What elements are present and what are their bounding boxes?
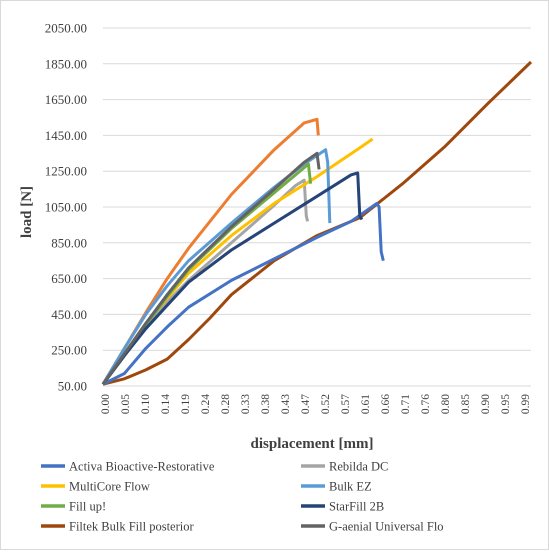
series-line-4	[101, 162, 313, 386]
x-tick-label: 0.05	[120, 394, 132, 414]
y-tick-label: 1650.00	[45, 92, 87, 107]
x-tick-label: 0.19	[180, 394, 192, 414]
x-tick-label: 0.85	[460, 394, 472, 414]
x-tick-label: 0.57	[340, 394, 352, 414]
legend-label: Bulk EZ	[329, 480, 372, 494]
x-tick-label: 0.10	[140, 394, 152, 414]
x-tick-label: 0.99	[520, 394, 532, 414]
x-tick-label: 0.66	[380, 394, 392, 414]
x-tick-label: 0.52	[320, 394, 332, 414]
legend-label: Rebilda DC	[329, 460, 388, 474]
x-tick-label: 0.43	[280, 394, 292, 414]
x-tick-label: 0.24	[200, 394, 212, 414]
x-tick-labels: 0.00 0.05 0.10 0.14 0.19 0.24 0.28 0.33 0.38 0.43…	[100, 394, 532, 414]
x-tick-label: 0.00	[100, 394, 112, 414]
x-tick-label: 0.28	[220, 394, 232, 414]
series-line-5	[101, 171, 364, 386]
grid	[103, 27, 531, 387]
legend-label: MultiCore Flow	[69, 480, 150, 494]
x-tick-label: 0.61	[360, 394, 372, 414]
y-tick-label: 1450.00	[45, 128, 87, 143]
x-tick-label: 0.71	[400, 394, 412, 414]
x-tick-label: 0.90	[480, 394, 492, 414]
legend-label: Filtek Bulk Fill posterior	[69, 520, 194, 534]
y-tick-label: 50.00	[58, 379, 87, 394]
y-axis-title: load [N]	[19, 186, 35, 238]
y-tick-label: 450.00	[51, 307, 87, 322]
y-tick-label: 250.00	[51, 343, 87, 358]
legend-label: Activa Bioactive-Restorative	[69, 460, 215, 474]
x-tick-label: 0.95	[500, 394, 512, 414]
series-line-7	[101, 151, 321, 386]
x-tick-label: 0.14	[160, 394, 172, 414]
series-line-0	[102, 201, 385, 386]
y-tick-label: 1050.00	[45, 200, 87, 215]
legend-label: G-aenial Universal Flo	[329, 520, 444, 534]
y-tick-label: 2050.00	[45, 21, 87, 36]
x-axis-title: displacement [mm]	[251, 436, 374, 452]
x-tick-label: 0.38	[260, 394, 272, 414]
series-line-6	[102, 60, 533, 386]
series-lines	[101, 60, 533, 386]
series-line-2	[101, 137, 374, 386]
series-line-1	[101, 178, 310, 386]
x-tick-label: 0.80	[440, 394, 452, 414]
y-tick-labels: 50.00 250.00 450.00 650.00 850.00 1050.00 1250…	[45, 21, 87, 394]
y-tick-label: 1850.00	[45, 56, 87, 71]
series-line-3	[101, 148, 332, 385]
y-tick-label: 850.00	[51, 235, 87, 250]
x-tick-label: 0.33	[240, 394, 252, 414]
y-tick-label: 1250.00	[45, 164, 87, 179]
y-tick-label: 650.00	[51, 271, 87, 286]
legend-label: Fill up!	[69, 500, 106, 514]
x-tick-label: 0.47	[300, 394, 312, 414]
legend-label: StarFill 2B	[329, 500, 384, 514]
legend: Activa Bioactive-Restorative Rebilda DC Mu…	[41, 460, 444, 534]
x-tick-label: 0.76	[420, 394, 432, 414]
